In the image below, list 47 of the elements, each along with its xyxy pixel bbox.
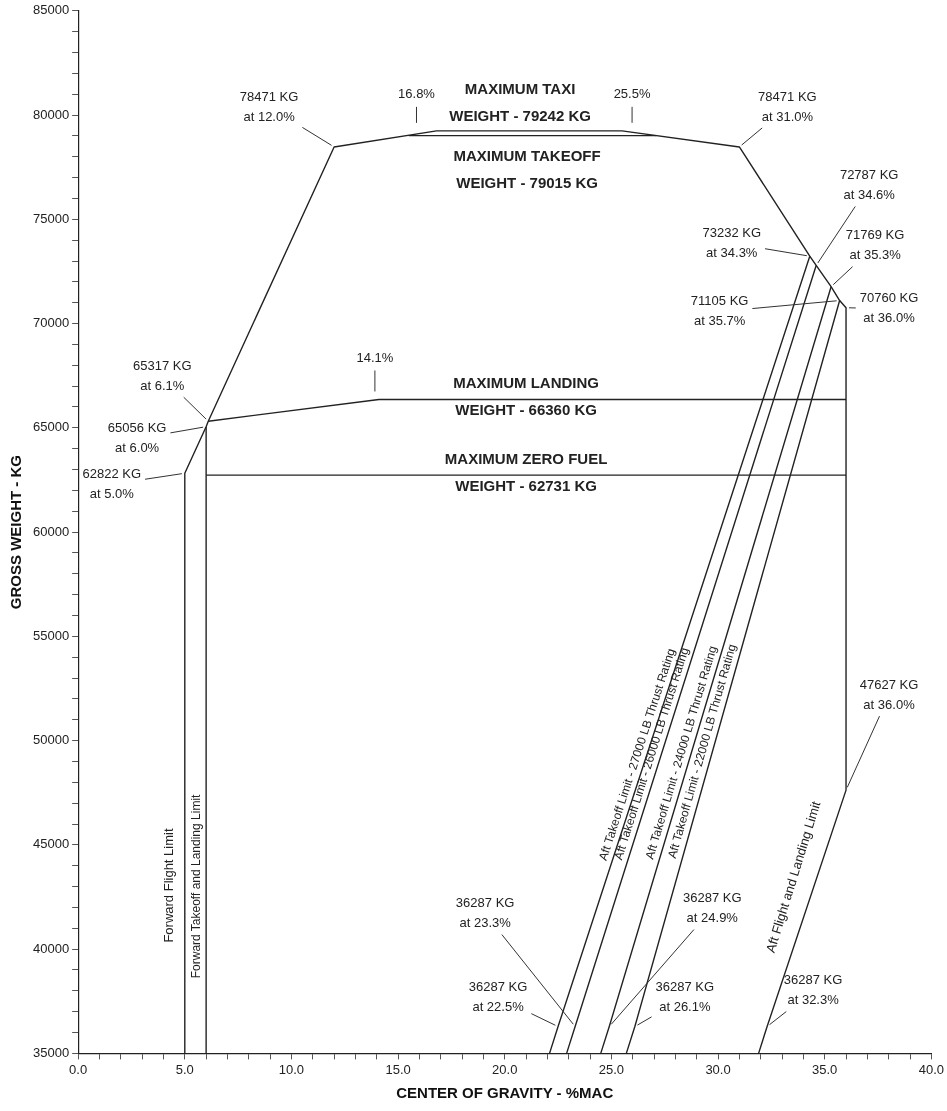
y-tick-label: 35000 — [32, 1044, 70, 1060]
annotation: 71105 KG at 35.7% — [690, 293, 749, 329]
annotation: 36287 KG at 32.3% — [783, 972, 843, 1008]
x-tick-label: 35.0 — [812, 1061, 838, 1077]
annotation: 65056 KG at 6.0% — [107, 420, 167, 456]
y-tick-label: 80000 — [32, 106, 70, 122]
annotation: 73232 KG at 34.3% — [702, 224, 762, 260]
annotation: 47627 KG at 36.0% — [859, 676, 919, 712]
x-tick-label: 10.0 — [278, 1061, 305, 1077]
x-tick-label: 5.0 — [175, 1061, 194, 1077]
annotation: MAXIMUM TAXI WEIGHT - 79242 KG — [449, 79, 591, 124]
annotation: 16.8% — [398, 86, 436, 102]
x-tick-label: 40.0 — [918, 1061, 945, 1077]
annotation: 78471 KG at 31.0% — [758, 88, 817, 124]
y-tick-label: 60000 — [32, 523, 70, 539]
annotation: MAXIMUM ZERO FUEL WEIGHT - 62731 KG — [444, 449, 608, 494]
y-tick-label: 45000 — [32, 836, 70, 852]
x-axis-title: CENTER OF GRAVITY - %MAC — [396, 1084, 614, 1102]
x-tick-label: 25.0 — [598, 1061, 625, 1077]
x-tick-label: 0.0 — [69, 1061, 88, 1077]
annotation: 36287 KG at 24.9% — [682, 890, 742, 926]
annotation: 14.1% — [356, 350, 394, 366]
x-tick-label: 15.0 — [385, 1061, 411, 1077]
annotation: MAXIMUM LANDING WEIGHT - 66360 KG — [453, 374, 599, 419]
annotation: 36287 KG at 23.3% — [455, 895, 515, 931]
y-tick-label: 75000 — [32, 210, 70, 226]
y-tick-label: 85000 — [32, 2, 70, 18]
annotation: 62822 KG at 5.0% — [82, 465, 142, 501]
x-tick-label: 30.0 — [705, 1061, 731, 1077]
annotation: Forward Flight Limit — [161, 828, 177, 943]
annotation: 36287 KG at 26.1% — [655, 979, 715, 1015]
y-tick-label: 65000 — [32, 419, 70, 435]
y-tick-label: 70000 — [32, 315, 70, 331]
text: Forward Takeoff and Landing Limit — [189, 793, 204, 979]
annotation: 72787 KG at 34.6% — [839, 167, 899, 203]
annotation: 36287 KG at 22.5% — [468, 979, 528, 1015]
annotation: 78471 KG at 12.0% — [239, 88, 299, 124]
annotation: 25.5% — [613, 86, 651, 102]
annotation: 70760 KG at 36.0% — [859, 290, 919, 326]
y-tick-label: 40000 — [32, 940, 70, 956]
annotation: 71769 KG at 35.3% — [845, 227, 905, 263]
annotation: MAXIMUM TAKEOFF WEIGHT - 79015 KG — [453, 147, 601, 192]
x-tick-label: 20.0 — [492, 1061, 518, 1077]
y-axis-title: GROSS WEIGHT - KG — [7, 455, 25, 610]
annotation: 65317 KG at 6.1% — [132, 357, 192, 393]
y-tick-label: 55000 — [32, 627, 70, 643]
y-tick-label: 50000 — [32, 732, 70, 748]
